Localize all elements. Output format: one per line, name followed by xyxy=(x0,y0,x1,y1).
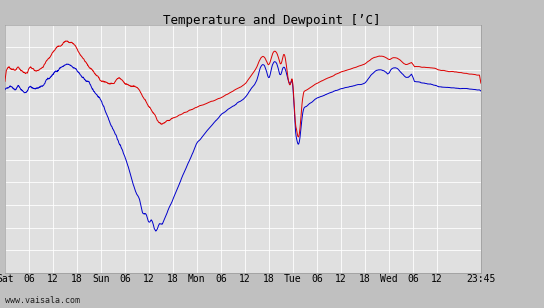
Text: Temperature and Dewpoint [’C]: Temperature and Dewpoint [’C] xyxy=(163,14,381,27)
Text: www.vaisala.com: www.vaisala.com xyxy=(5,296,81,305)
